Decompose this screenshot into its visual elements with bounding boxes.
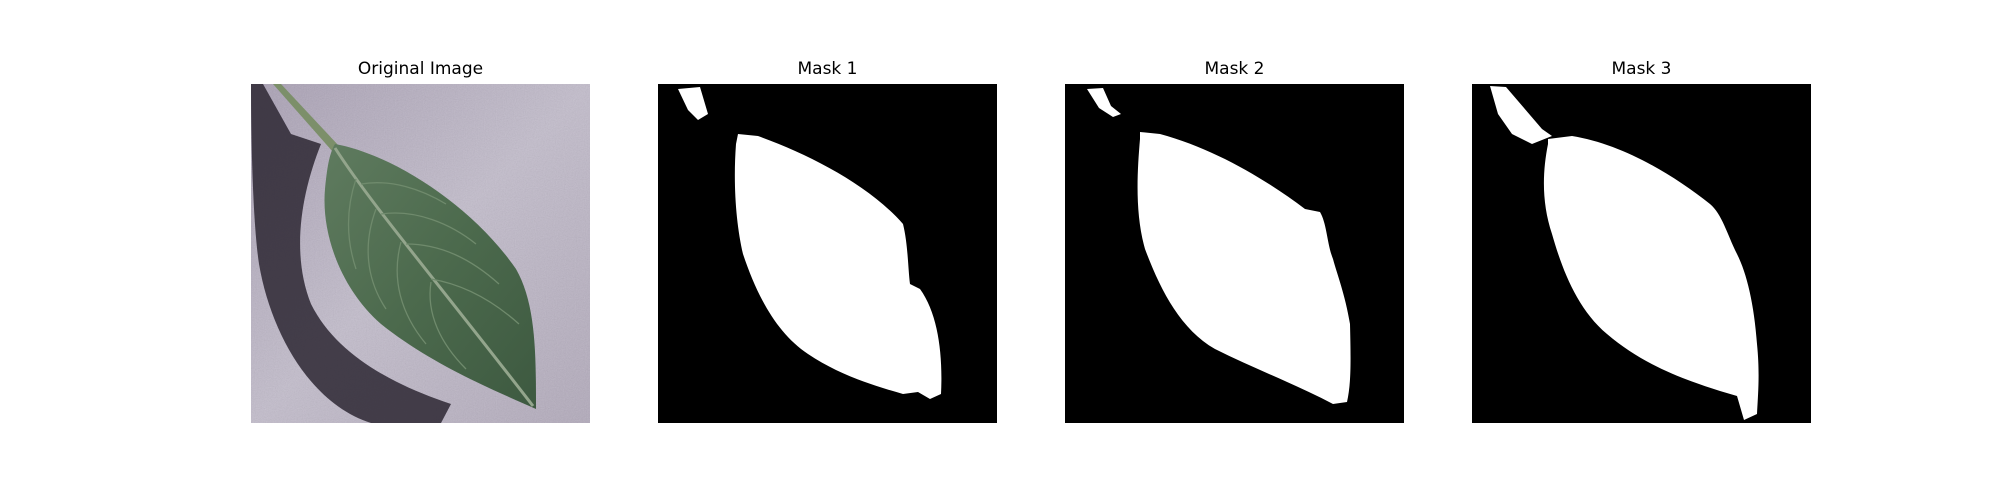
- mask-1-stem-fragment: [678, 87, 708, 120]
- leaf-shadow: [251, 84, 451, 423]
- mask-3-image: [1472, 84, 1811, 423]
- original-leaf-photo: [251, 84, 590, 423]
- mask-2-leaf-region: [1137, 132, 1351, 404]
- panel-title-mask-3: Mask 3: [1611, 59, 1672, 79]
- mask-2-svg: [1065, 84, 1404, 423]
- leaf-photo-svg: [251, 84, 590, 423]
- mask-3-leaf-region: [1543, 136, 1759, 420]
- mask-2-stem-fragment: [1087, 88, 1121, 117]
- panel-title-mask-2: Mask 2: [1204, 59, 1265, 79]
- panel-title-original: Original Image: [357, 59, 484, 79]
- mask-3-stem-fragment: [1490, 86, 1552, 144]
- mask-1-image: [658, 84, 997, 423]
- mask-1-svg: [658, 84, 997, 423]
- mask-2-image: [1065, 84, 1404, 423]
- mask-3-svg: [1472, 84, 1811, 423]
- mask-1-leaf-region: [734, 134, 942, 399]
- leaf-midrib: [333, 147, 535, 407]
- leaf-veins: [347, 178, 520, 370]
- panel-title-mask-1: Mask 1: [797, 59, 858, 79]
- leaf-stem: [273, 84, 339, 152]
